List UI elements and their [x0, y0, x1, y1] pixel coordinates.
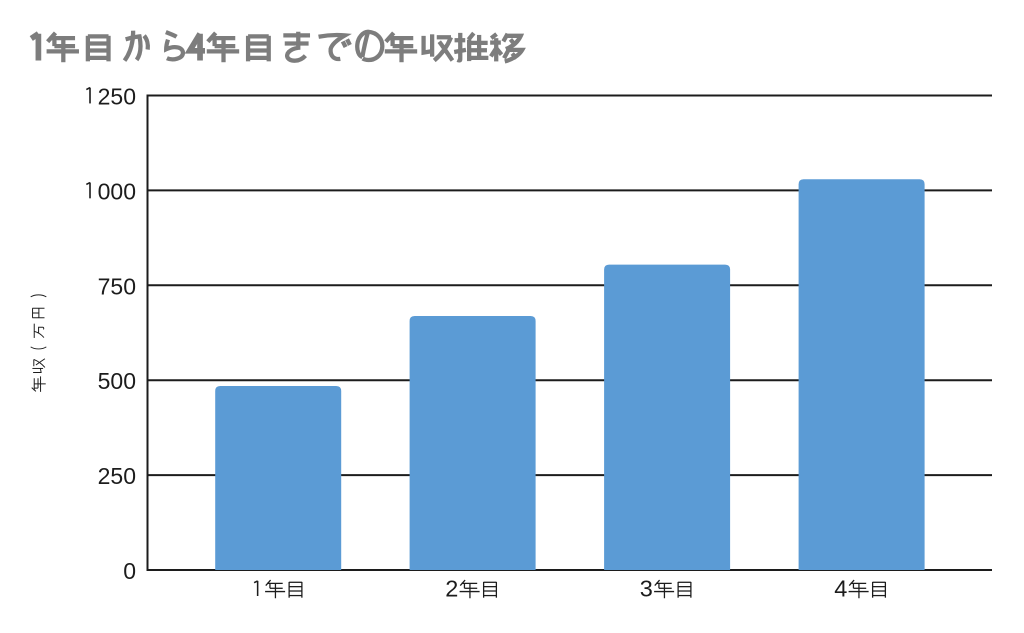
svg-text:2: 2: [445, 576, 458, 602]
svg-text:250: 250: [98, 84, 136, 110]
svg-text:3: 3: [640, 576, 653, 602]
svg-text:750: 750: [98, 273, 136, 299]
svg-text:250: 250: [98, 463, 136, 489]
svg-text:0: 0: [123, 558, 136, 584]
svg-text:4: 4: [834, 576, 847, 602]
svg-text:000: 000: [98, 178, 136, 204]
svg-text:500: 500: [98, 368, 136, 394]
